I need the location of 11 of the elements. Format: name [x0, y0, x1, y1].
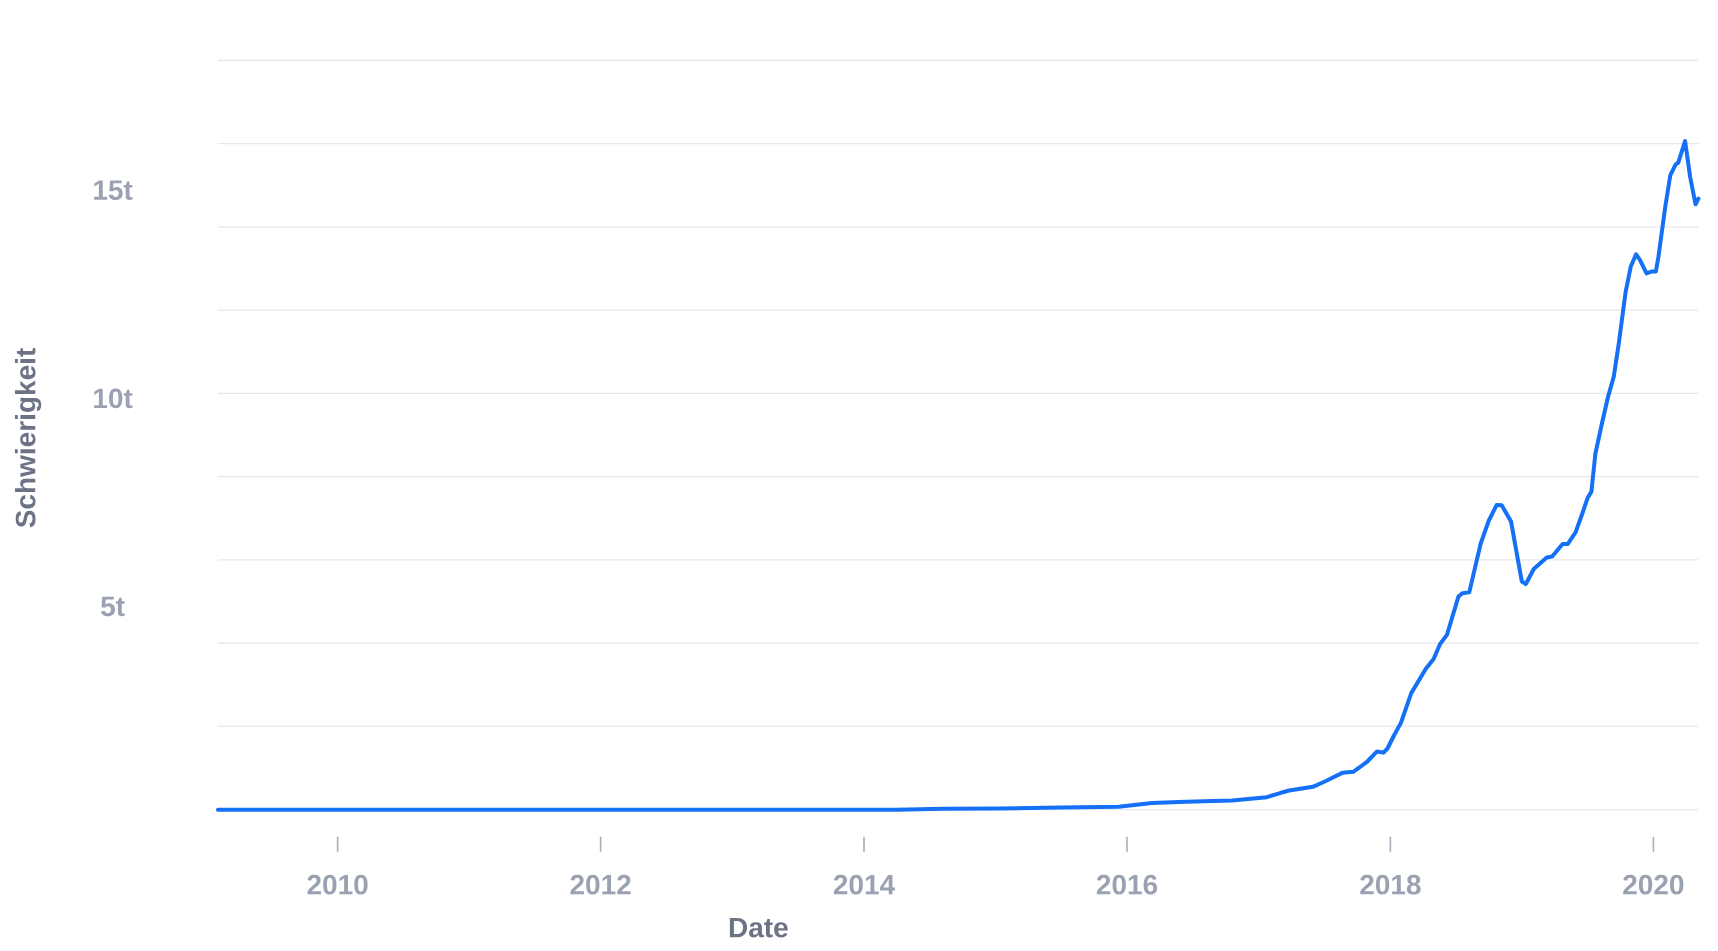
- y-tick-label: 15t: [94, 180, 133, 200]
- y-tick-label: 5t: [101, 596, 125, 617]
- y-tick-label: 10t: [94, 388, 133, 409]
- x-tick-label: 2014: [833, 874, 895, 895]
- x-tick-label: 2010: [307, 874, 368, 895]
- y-axis-title: Schwierigkeit: [14, 348, 42, 528]
- x-tick-label: 2020: [1623, 874, 1684, 895]
- x-axis-title: Date: [729, 917, 788, 938]
- x-tick-label: 2012: [570, 874, 631, 895]
- x-tick-label: 2018: [1360, 874, 1421, 895]
- x-tick-label: 2016: [1096, 874, 1158, 895]
